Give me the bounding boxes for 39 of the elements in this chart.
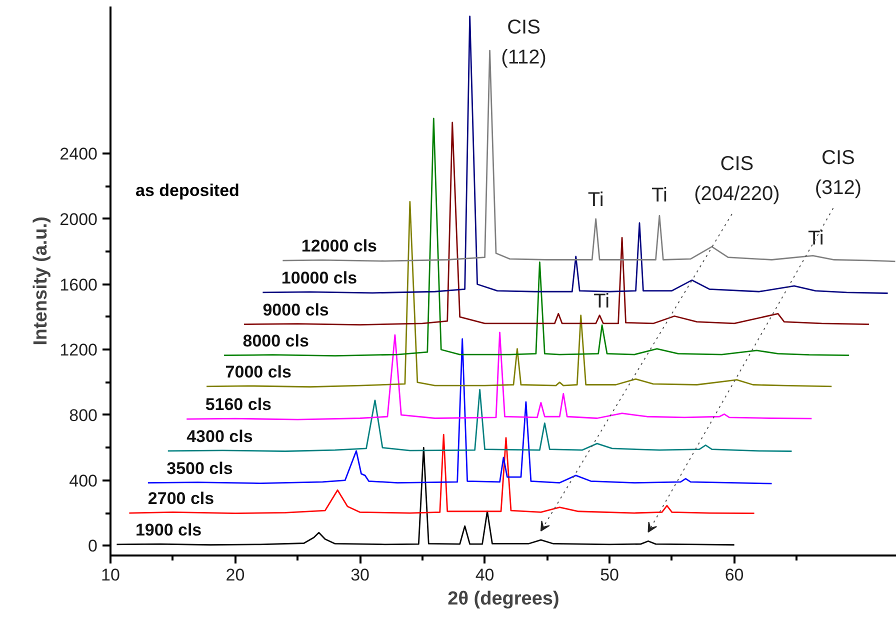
y-tick-label: 400 <box>69 471 98 490</box>
series-label: 2700 cls <box>148 489 214 508</box>
annotation: as deposited <box>136 181 240 200</box>
line-series <box>282 50 896 262</box>
y-tick-label: 1200 <box>60 340 98 360</box>
x-tick-label: 50 <box>600 566 620 584</box>
x-tick-label: 60 <box>724 566 744 584</box>
y-tick-label: 800 <box>69 406 98 425</box>
x-tick-label: 20 <box>226 566 245 584</box>
line-series <box>262 16 888 294</box>
series-label: 9000 cls <box>262 300 329 320</box>
line-series <box>167 388 792 452</box>
annotation: CIS (204/220) <box>694 152 780 205</box>
series-label: 1900 cls <box>135 520 202 540</box>
x-tick-label: 40 <box>475 566 494 584</box>
annotation: CIS (312) <box>814 147 862 200</box>
y-axis-title: Intensity (a.u.) <box>30 216 52 346</box>
series-label: 4300 cls <box>186 426 253 446</box>
series-label: 8000 cls <box>242 331 309 350</box>
series-label: 3500 cls <box>166 458 233 478</box>
annotation: Ti <box>651 184 668 207</box>
series-label: 12000 cls <box>301 236 378 256</box>
x-tick-label: 10 <box>101 566 120 584</box>
x-axis-title: 2θ (degrees) <box>448 588 560 610</box>
series-label: 10000 cls <box>281 268 358 288</box>
annotation: Ti <box>588 188 604 211</box>
annotation: Ti <box>594 290 610 312</box>
annotation: CIS (112) <box>501 16 546 69</box>
series-label: 7000 cls <box>225 362 292 382</box>
y-tick-label: 0 <box>88 536 98 556</box>
x-tick-label: 30 <box>350 566 370 584</box>
y-tick-label: 1600 <box>60 275 98 294</box>
series-label: 5160 cls <box>205 395 272 414</box>
y-tick-label: 2000 <box>60 210 98 229</box>
annotation: Ti <box>808 228 824 250</box>
line-series <box>186 332 812 420</box>
line-series <box>116 446 736 546</box>
line-series <box>243 122 870 326</box>
y-tick-label: 2400 <box>60 144 98 164</box>
